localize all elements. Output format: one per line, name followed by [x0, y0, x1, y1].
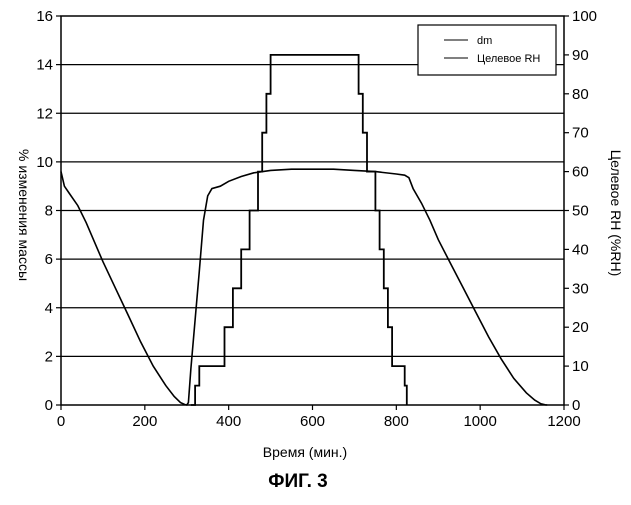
- series-line-target-rh: [191, 55, 407, 405]
- x-tick-label: 1000: [463, 413, 496, 430]
- y-right-tick-label: 10: [572, 358, 589, 375]
- y-right-tick-label: 0: [572, 397, 580, 414]
- y-right-tick-label: 70: [572, 125, 589, 142]
- y-right-tick-label: 50: [572, 203, 589, 220]
- legend: dm Целевое RH: [418, 25, 556, 75]
- y-tick-label: 8: [45, 203, 53, 220]
- y-tick-label: 14: [36, 57, 53, 74]
- y-axis-title: % изменения массы: [16, 149, 32, 281]
- grid-lines: [61, 65, 564, 357]
- y-tick-label: 0: [45, 397, 53, 414]
- x-tick-label: 0: [57, 413, 65, 430]
- y-right-tick-label: 20: [572, 319, 589, 336]
- x-tick-label: 200: [132, 413, 157, 430]
- x-tick-label: 400: [216, 413, 241, 430]
- y-right-tick-label: 90: [572, 47, 589, 64]
- legend-label-dm: dm: [477, 35, 492, 47]
- series-line-dm: [61, 169, 547, 405]
- x-axis-title: Время (мин.): [263, 444, 347, 460]
- x-tick-label: 600: [300, 413, 325, 430]
- y-axis-right-title: Целевое RH (%RH): [608, 150, 624, 276]
- figure-caption: ФИГ. 3: [268, 471, 327, 492]
- x-tick-label: 1200: [547, 413, 580, 430]
- y-tick-label: 12: [36, 105, 53, 122]
- legend-label-rh: Целевое RH: [477, 53, 540, 65]
- legend-box: [418, 25, 556, 75]
- y-tick-label: 4: [45, 300, 53, 317]
- y-tick-label: 6: [45, 251, 53, 268]
- y-tick-label: 16: [36, 8, 53, 25]
- y-right-tick-label: 30: [572, 280, 589, 297]
- x-tick-label: 800: [384, 413, 409, 430]
- y-right-tick-label: 60: [572, 164, 589, 181]
- y-right-tick-label: 80: [572, 86, 589, 103]
- y-tick-label: 2: [45, 348, 53, 365]
- series-layer: [61, 55, 547, 405]
- y-tick-label: 10: [36, 154, 53, 171]
- y-right-tick-label: 100: [572, 8, 597, 25]
- y-right-tick-label: 40: [572, 241, 589, 258]
